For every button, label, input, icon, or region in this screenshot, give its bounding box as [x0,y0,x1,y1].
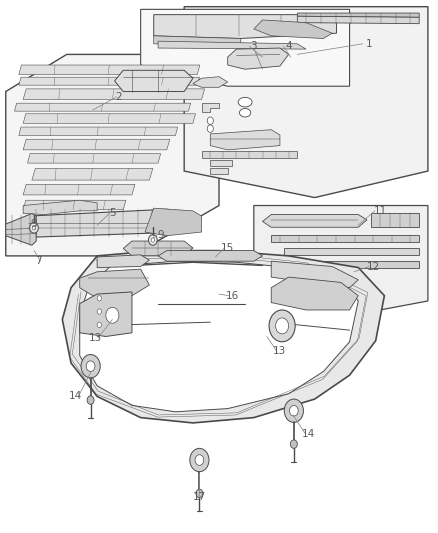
Text: 12: 12 [367,262,380,271]
Text: 9: 9 [157,230,163,240]
Polygon shape [154,14,336,38]
Polygon shape [19,65,200,75]
Polygon shape [271,235,419,242]
Polygon shape [154,36,241,46]
Text: 3: 3 [251,42,257,52]
Polygon shape [19,127,178,135]
Polygon shape [80,292,132,336]
Polygon shape [145,208,201,236]
Circle shape [86,361,95,372]
Polygon shape [141,10,350,86]
Text: 15: 15 [221,243,234,253]
Polygon shape [262,215,367,227]
Polygon shape [297,13,419,17]
Polygon shape [19,77,199,85]
Polygon shape [184,7,428,198]
Polygon shape [23,139,170,150]
Polygon shape [123,241,193,256]
Polygon shape [297,261,419,268]
Polygon shape [23,89,205,100]
Polygon shape [297,16,419,23]
Polygon shape [28,154,161,163]
Polygon shape [284,248,419,255]
Polygon shape [115,70,193,92]
Circle shape [30,222,39,233]
Polygon shape [254,20,332,38]
Circle shape [269,310,295,342]
Polygon shape [6,214,36,245]
Text: 13: 13 [88,333,102,343]
Circle shape [148,235,157,245]
Polygon shape [210,160,232,166]
Circle shape [151,238,155,242]
Circle shape [207,125,213,132]
Text: 14: 14 [302,429,315,439]
Text: 13: 13 [273,346,286,357]
Circle shape [87,396,94,405]
Polygon shape [158,251,262,261]
Polygon shape [19,209,184,237]
Circle shape [195,455,204,465]
Circle shape [190,448,209,472]
Polygon shape [210,168,228,174]
Ellipse shape [240,109,251,117]
Circle shape [99,300,125,331]
Text: 11: 11 [374,206,387,216]
Circle shape [196,489,203,498]
Text: 4: 4 [285,42,292,52]
Polygon shape [23,200,126,210]
Circle shape [32,225,36,230]
Circle shape [97,296,102,301]
Polygon shape [228,48,289,69]
Circle shape [81,354,100,378]
Polygon shape [23,184,135,195]
Text: 5: 5 [109,208,116,219]
Ellipse shape [238,98,252,107]
Polygon shape [62,251,385,423]
Polygon shape [14,103,191,111]
Text: 9: 9 [31,219,37,229]
Polygon shape [210,130,280,150]
Polygon shape [271,261,358,288]
Polygon shape [6,54,219,256]
Text: 2: 2 [116,92,122,102]
Text: 1: 1 [366,39,372,49]
Text: 14: 14 [69,391,82,401]
Polygon shape [201,151,297,158]
Text: 16: 16 [226,290,239,301]
Polygon shape [193,77,228,87]
Polygon shape [254,206,428,320]
Polygon shape [371,214,419,227]
Polygon shape [23,114,195,123]
Text: 17: 17 [193,492,206,502]
Polygon shape [32,168,153,180]
Circle shape [106,308,119,323]
Circle shape [97,322,102,327]
Polygon shape [271,277,358,310]
Text: 7: 7 [35,256,42,266]
Circle shape [284,399,304,422]
Polygon shape [201,103,219,112]
Polygon shape [80,269,149,298]
Polygon shape [158,41,306,49]
Polygon shape [80,261,358,412]
Polygon shape [97,255,149,268]
Circle shape [290,406,298,416]
Circle shape [290,440,297,448]
Polygon shape [23,200,97,215]
Circle shape [97,309,102,314]
Circle shape [276,318,289,334]
Circle shape [207,117,213,124]
